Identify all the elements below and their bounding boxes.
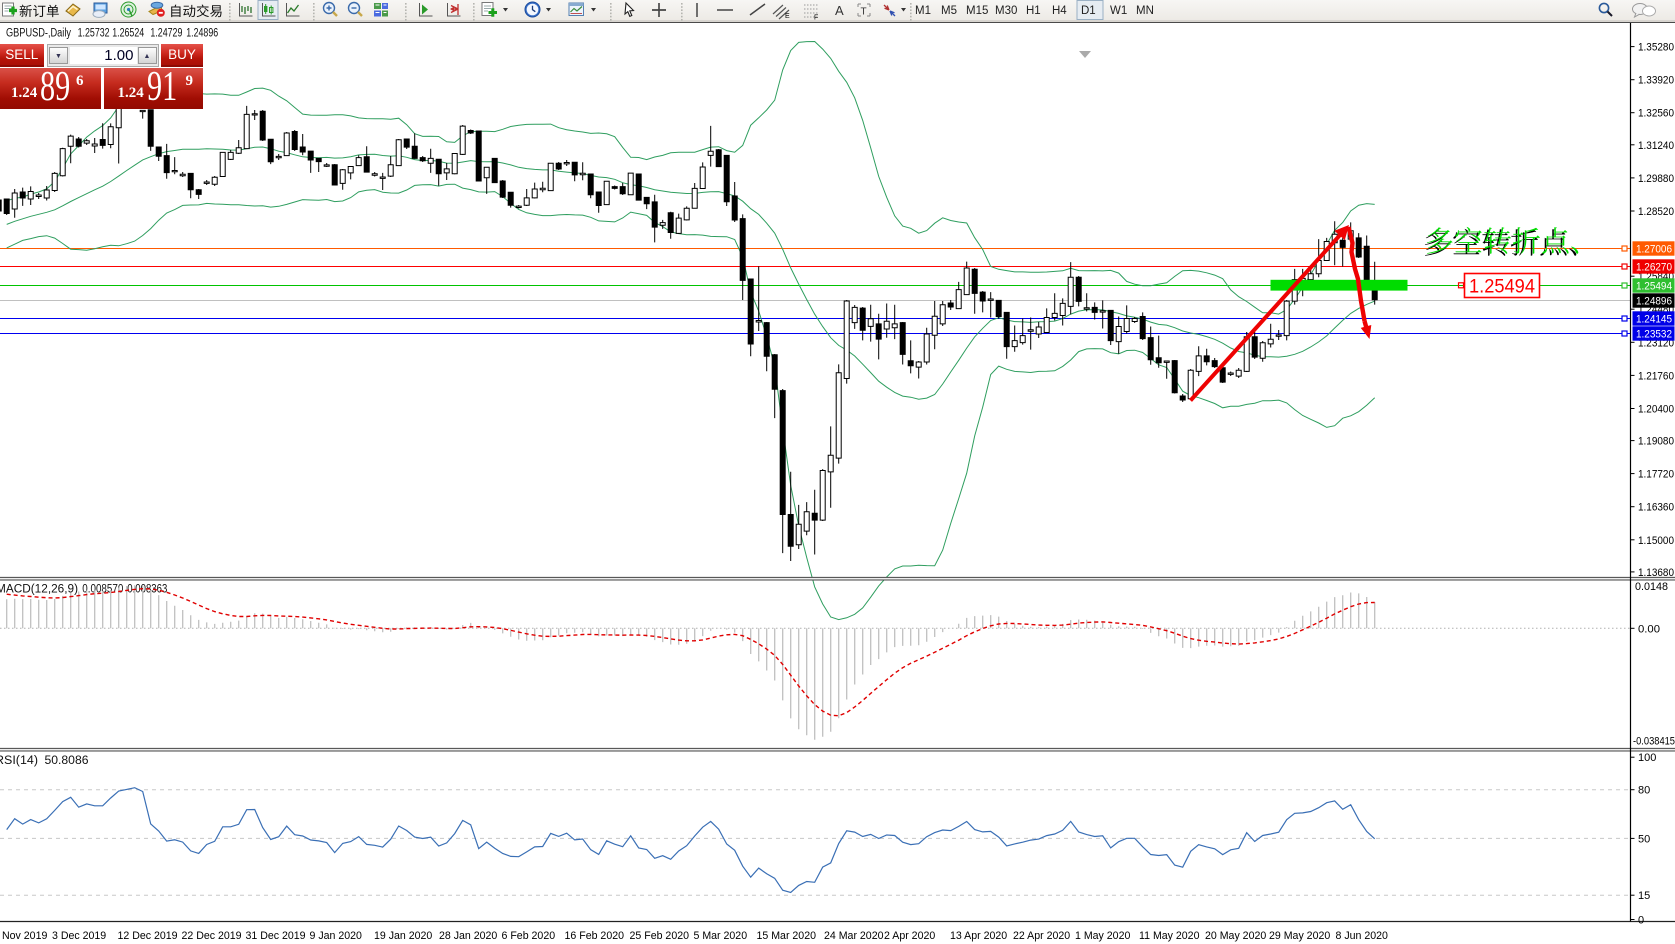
- svg-text:1.19080: 1.19080: [1638, 436, 1674, 448]
- svg-text:-0.038415: -0.038415: [1633, 736, 1675, 748]
- svg-text:1.27006: 1.27006: [1636, 244, 1672, 256]
- svg-text:20 May 2020: 20 May 2020: [1205, 930, 1266, 942]
- svg-text:1.26524: 1.26524: [112, 28, 144, 40]
- svg-text:22 Dec 2019: 22 Dec 2019: [182, 930, 242, 942]
- svg-text:W1: W1: [1110, 5, 1127, 17]
- svg-text:5 Mar 2020: 5 Mar 2020: [694, 930, 748, 942]
- svg-text:1.28520: 1.28520: [1638, 206, 1674, 218]
- svg-text:9 Jan 2020: 9 Jan 2020: [310, 930, 363, 942]
- svg-text:15: 15: [1638, 890, 1650, 902]
- svg-text:0.0148: 0.0148: [1635, 581, 1668, 593]
- svg-text:12 Dec 2019: 12 Dec 2019: [118, 930, 178, 942]
- svg-text:MN: MN: [1136, 5, 1154, 17]
- svg-text:100: 100: [1638, 752, 1656, 764]
- svg-text:T: T: [861, 7, 867, 18]
- svg-text:1.13680: 1.13680: [1638, 567, 1674, 579]
- svg-text:GBPUSD-,Daily: GBPUSD-,Daily: [6, 28, 71, 40]
- svg-text:1.32560: 1.32560: [1638, 108, 1674, 120]
- svg-text:1.29880: 1.29880: [1638, 173, 1674, 185]
- svg-text:M5: M5: [941, 5, 957, 17]
- svg-text:M15: M15: [966, 5, 988, 17]
- svg-text:H1: H1: [1026, 5, 1041, 17]
- svg-text:Nov 2019: Nov 2019: [2, 930, 47, 942]
- svg-text:D1: D1: [1081, 5, 1096, 17]
- svg-text:1.24729: 1.24729: [150, 28, 182, 40]
- svg-text:1.24896: 1.24896: [1636, 296, 1672, 308]
- svg-text:A: A: [835, 3, 844, 18]
- svg-text:24 Mar 2020: 24 Mar 2020: [824, 930, 884, 942]
- svg-text:1.35280: 1.35280: [1638, 42, 1674, 54]
- svg-text:13 Apr 2020: 13 Apr 2020: [950, 930, 1007, 942]
- svg-text:1 May 2020: 1 May 2020: [1075, 930, 1130, 942]
- svg-text:3 Dec 2019: 3 Dec 2019: [52, 930, 106, 942]
- svg-text:2 Apr 2020: 2 Apr 2020: [884, 930, 935, 942]
- svg-text:31 Dec 2019: 31 Dec 2019: [246, 930, 306, 942]
- svg-text:6 Feb 2020: 6 Feb 2020: [502, 930, 556, 942]
- svg-text:1.16360: 1.16360: [1638, 502, 1674, 514]
- svg-text:11 May 2020: 11 May 2020: [1139, 930, 1200, 942]
- svg-text:1.17720: 1.17720: [1638, 469, 1674, 481]
- svg-text:28 Jan 2020: 28 Jan 2020: [439, 930, 497, 942]
- svg-text:1.24145: 1.24145: [1636, 314, 1672, 326]
- svg-text:0: 0: [1638, 915, 1644, 927]
- svg-text:1.23532: 1.23532: [1636, 329, 1672, 341]
- svg-text:1.25732: 1.25732: [78, 28, 110, 40]
- svg-text:8 Jun 2020: 8 Jun 2020: [1336, 930, 1389, 942]
- svg-text:1.15000: 1.15000: [1638, 535, 1674, 547]
- svg-text:50: 50: [1638, 833, 1650, 845]
- svg-text:22 Apr 2020: 22 Apr 2020: [1013, 930, 1070, 942]
- svg-text:19 Jan 2020: 19 Jan 2020: [374, 930, 432, 942]
- svg-text:H4: H4: [1052, 5, 1067, 17]
- svg-text:M30: M30: [995, 5, 1017, 17]
- svg-text:80: 80: [1638, 785, 1650, 797]
- svg-text:RSI(14): RSI(14): [0, 755, 38, 767]
- svg-text:1.21760: 1.21760: [1638, 370, 1674, 382]
- svg-text:F: F: [814, 15, 818, 22]
- svg-text:1.33920: 1.33920: [1638, 75, 1674, 87]
- svg-text:25 Feb 2020: 25 Feb 2020: [630, 930, 690, 942]
- svg-text:1.25494: 1.25494: [1636, 281, 1672, 293]
- svg-text:E: E: [785, 13, 790, 20]
- svg-text:1.20400: 1.20400: [1638, 404, 1674, 416]
- svg-text:29 May 2020: 29 May 2020: [1269, 930, 1330, 942]
- svg-text:15 Mar 2020: 15 Mar 2020: [757, 930, 817, 942]
- svg-text:1.31240: 1.31240: [1638, 140, 1674, 152]
- svg-text:1.24896: 1.24896: [186, 28, 218, 40]
- svg-text:1.26270: 1.26270: [1636, 262, 1672, 274]
- svg-text:16 Feb 2020: 16 Feb 2020: [565, 930, 625, 942]
- svg-text:M1: M1: [915, 5, 931, 17]
- svg-text:1.25494: 1.25494: [1469, 276, 1535, 298]
- svg-text:50.8086: 50.8086: [45, 755, 89, 767]
- svg-text:MACD(12,26,9): MACD(12,26,9): [0, 584, 78, 596]
- svg-text:0.00: 0.00: [1638, 623, 1660, 635]
